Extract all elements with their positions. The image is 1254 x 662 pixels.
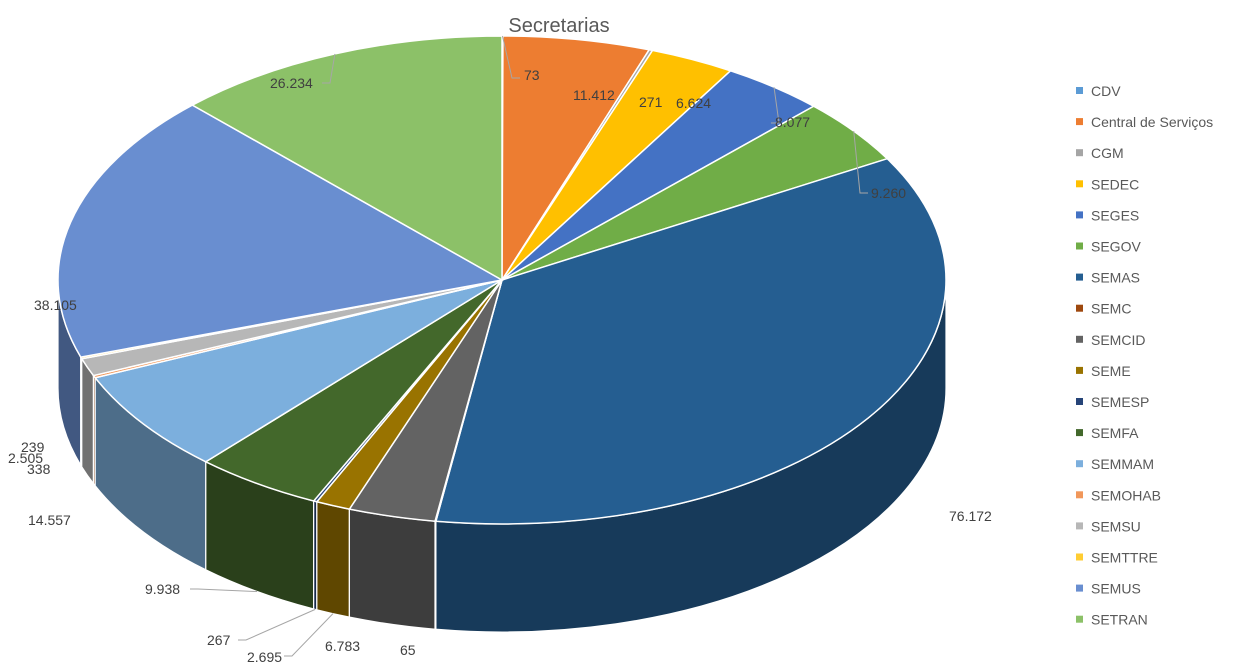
leader-semesp [238, 608, 316, 641]
legend-label-segov: SEGOV [1091, 239, 1141, 255]
chart-title: Secretarias [508, 15, 609, 37]
legend-label-sedec: SEDEC [1091, 176, 1139, 192]
data-label-semcid: 6.783 [325, 638, 360, 654]
data-label-seme: 2.695 [247, 649, 282, 662]
legend-label-semc: SEMC [1091, 301, 1131, 317]
legend-swatch-semsu [1076, 522, 1083, 530]
legend-label-cgm: CGM [1091, 145, 1124, 161]
legend-label-semttre: SEMTTRE [1091, 550, 1158, 566]
data-labels: 73 11.412 271 6.624 8.077 9.260 76.172 65 6.783 2… [8, 67, 992, 662]
data-label-cgm: 271 [639, 94, 663, 110]
pie-sides [57, 279, 947, 633]
data-label-semfa: 9.938 [145, 581, 180, 597]
legend-label-seges: SEGES [1091, 207, 1139, 223]
slice-side-semc [434, 520, 437, 630]
data-label-semesp: 267 [207, 632, 231, 648]
legend-swatch-seges [1076, 211, 1083, 219]
slice-central-de-servi-os [501, 35, 651, 283]
legend-label-semus: SEMUS [1091, 581, 1141, 597]
data-label-seges: 8.077 [775, 114, 810, 130]
leader-lines [190, 35, 868, 657]
data-label-cdv: 73 [524, 67, 540, 83]
legend: CDV Central de Serviços CGM SEDEC SEGES SEGOV… [1076, 83, 1213, 628]
legend-swatch-central-de-servi-os [1076, 118, 1083, 126]
slice-side-semsu [81, 356, 95, 486]
data-label-semsu: 2.505 [8, 450, 43, 466]
data-label-central-de-servi-os: 11.412 [573, 87, 615, 103]
legend-swatch-semesp [1076, 398, 1083, 405]
legend-label-semmam: SEMMAM [1091, 456, 1154, 472]
legend-swatch-cgm [1076, 149, 1083, 157]
legend-swatch-sedec [1076, 180, 1083, 188]
legend-label-setran: SETRAN [1091, 612, 1148, 628]
legend-label-semfa: SEMFA [1091, 425, 1139, 441]
legend-swatch-setran [1076, 615, 1083, 623]
slice-side-seme [316, 501, 350, 618]
slice-semus [57, 104, 505, 358]
legend-swatch-semfa [1076, 429, 1083, 437]
legend-swatch-semttre [1076, 553, 1083, 561]
legend-swatch-seme [1076, 366, 1083, 374]
leader-cdv [501, 35, 520, 79]
legend-swatch-semcid [1076, 335, 1083, 343]
leader-seges [771, 87, 780, 124]
legend-swatch-semmam [1076, 460, 1083, 468]
legend-label-semcid: SEMCID [1091, 332, 1145, 348]
data-label-semttre: 239 [21, 439, 45, 455]
legend-swatch-semus [1076, 584, 1083, 592]
legend-label-semsu: SEMSU [1091, 518, 1141, 534]
legend-swatch-segov [1076, 242, 1083, 250]
data-label-semc: 65 [400, 642, 416, 658]
slice-semmam [93, 279, 503, 463]
legend-label-cdv: CDV [1091, 83, 1121, 99]
leader-semfa [190, 588, 258, 593]
legend-label-semohab: SEMOHAB [1091, 487, 1161, 503]
pie-top [57, 35, 947, 525]
legend-label-semas: SEMAS [1091, 270, 1140, 286]
data-label-sedec: 6.624 [676, 95, 711, 111]
data-label-semohab: 338 [27, 461, 51, 477]
legend-label-seme: SEME [1091, 363, 1131, 379]
leader-setran [322, 53, 336, 84]
data-label-semmam: 14.557 [28, 512, 71, 528]
slice-side-semcid [348, 508, 436, 630]
legend-label-central-de-servi-os: Central de Serviços [1091, 114, 1213, 130]
legend-label-semesp: SEMESP [1091, 394, 1149, 410]
data-label-semas: 76.172 [949, 508, 992, 524]
data-label-setran: 26.234 [270, 75, 313, 91]
legend-swatch-semas [1076, 273, 1083, 281]
leader-seme [284, 613, 334, 657]
legend-swatch-cdv [1076, 87, 1083, 94]
slice-semas [434, 157, 947, 525]
legend-swatch-semc [1076, 304, 1083, 312]
data-label-semus: 38.105 [34, 297, 77, 313]
leader-segov [853, 131, 868, 194]
data-label-segov: 9.260 [871, 185, 906, 201]
legend-swatch-semohab [1076, 491, 1083, 499]
